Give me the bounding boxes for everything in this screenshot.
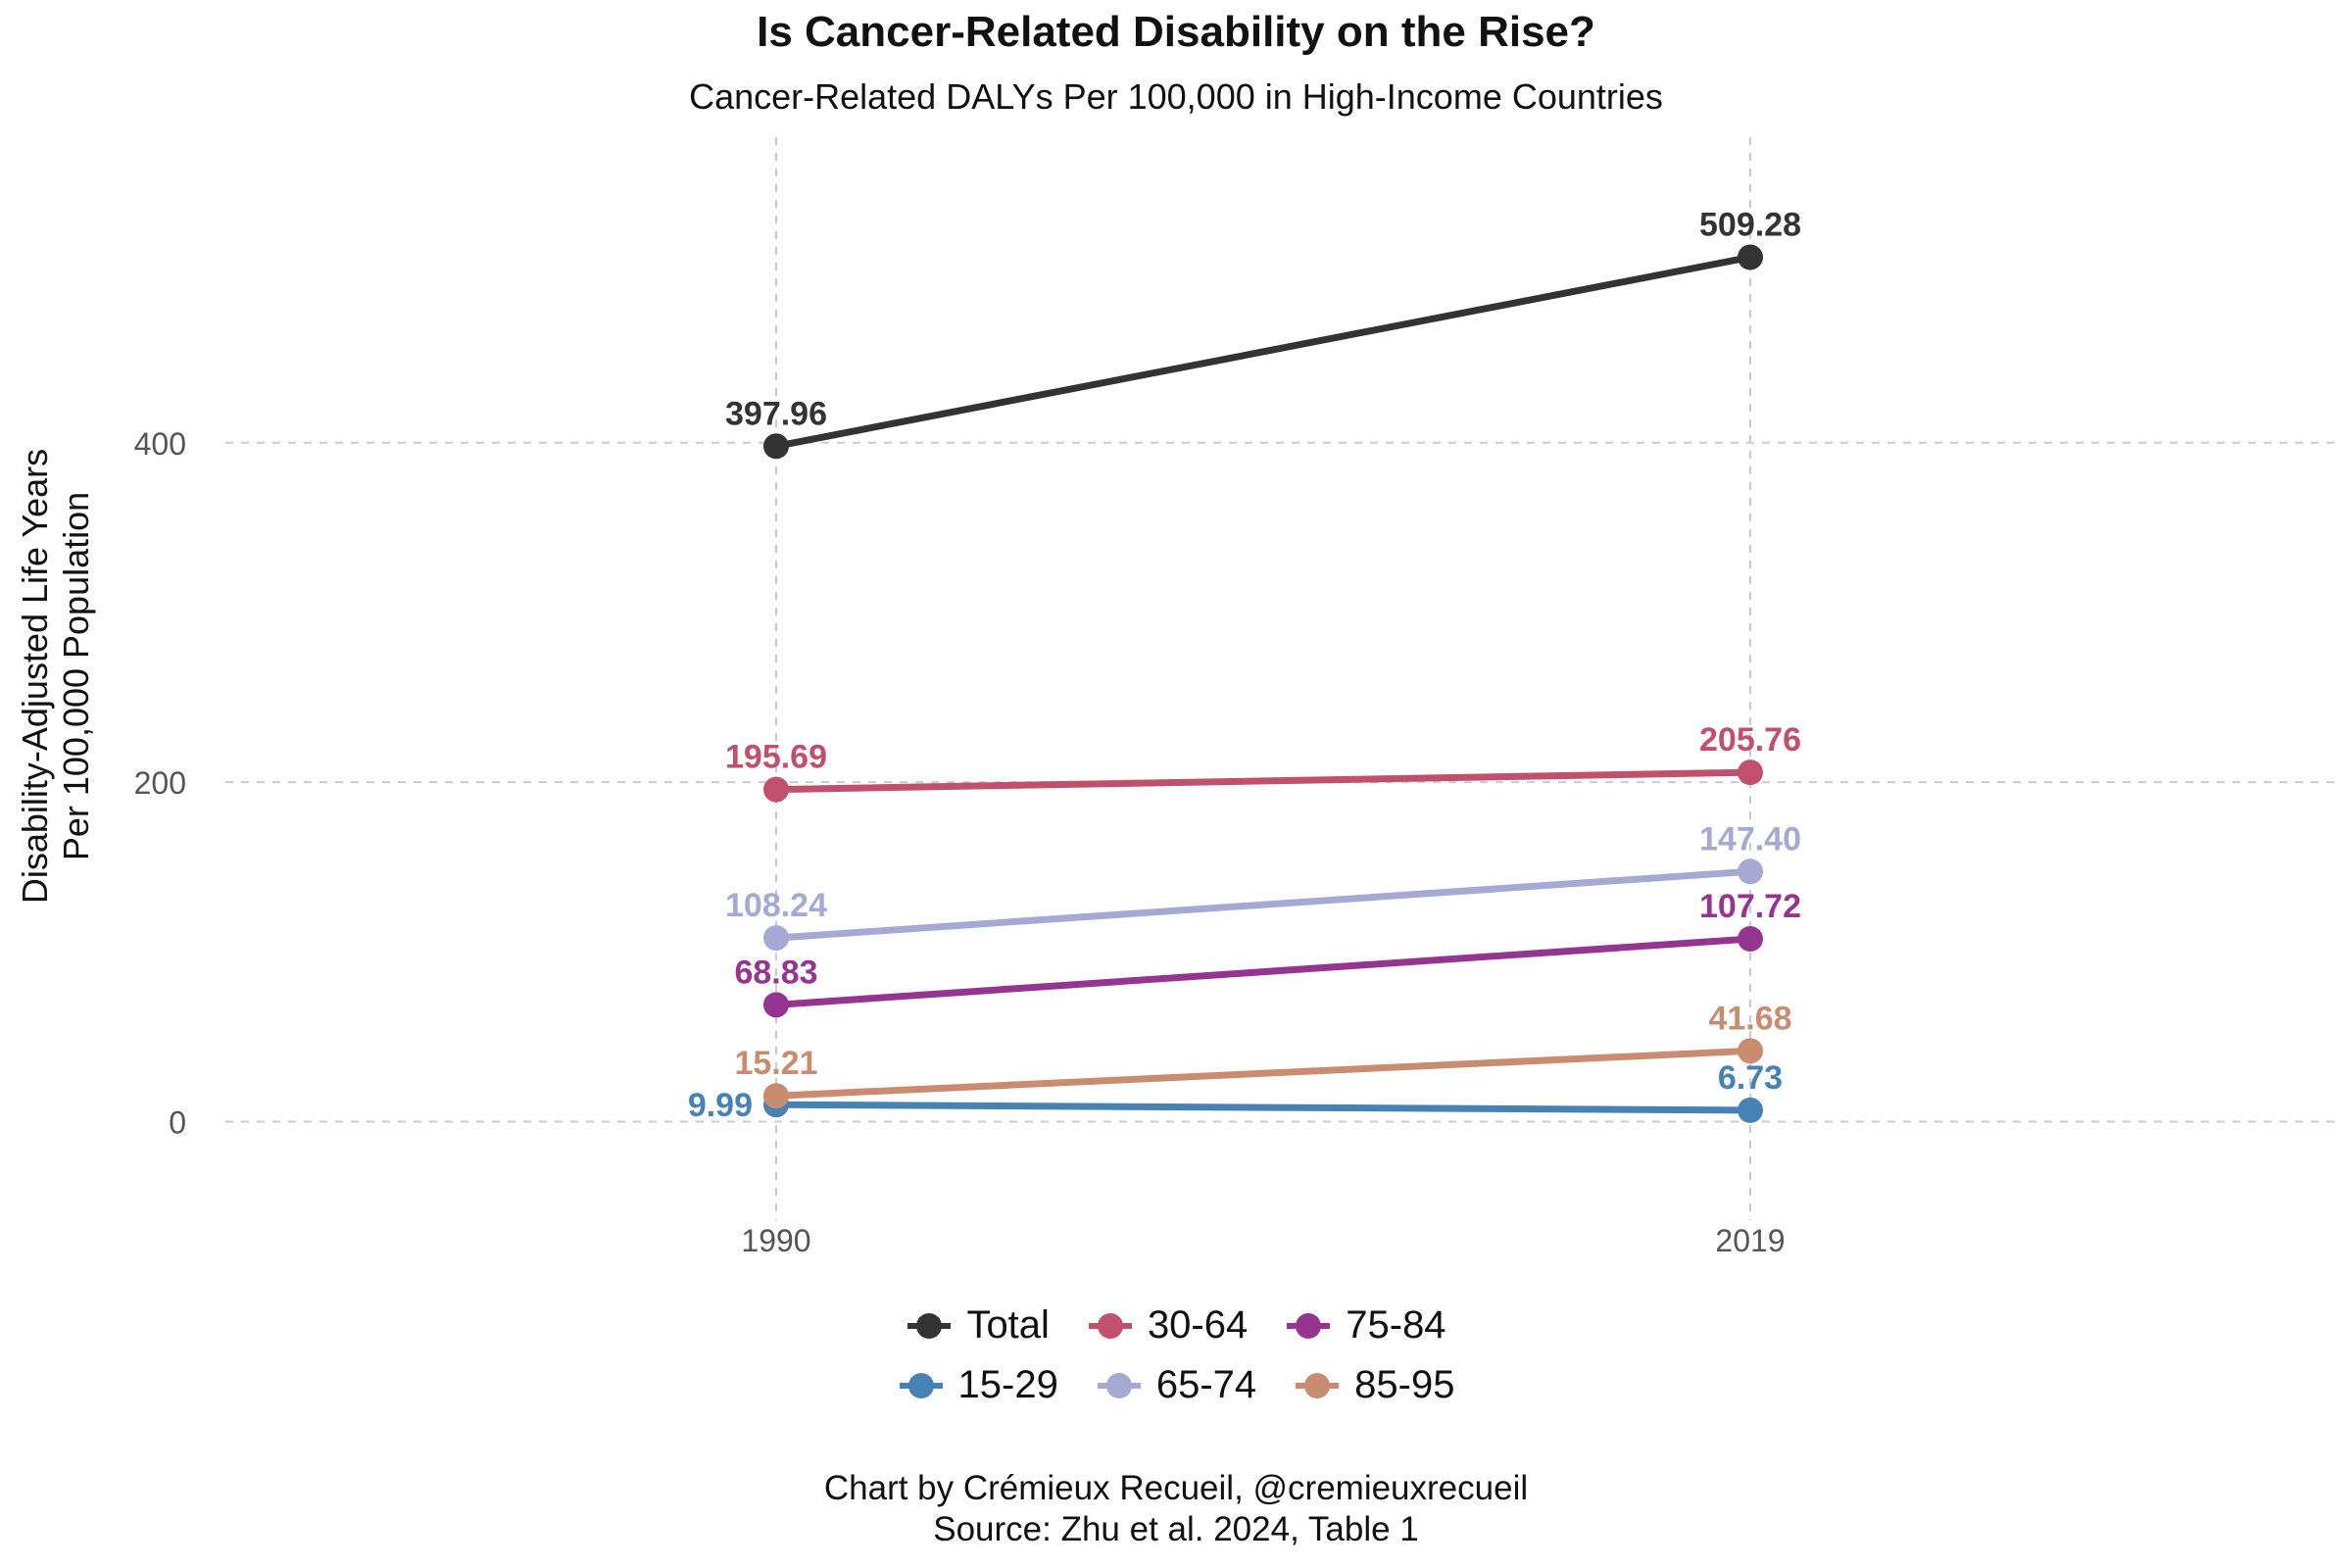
- chart-legend: Total 30-64 75-84 15-29 65-74 85-95: [0, 1303, 2352, 1407]
- chart-title: Is Cancer-Related Disability on the Rise…: [757, 8, 1595, 56]
- data-point: [1738, 760, 1763, 786]
- legend-label: 30-64: [1147, 1303, 1249, 1347]
- legend-key-icon: [1096, 1372, 1143, 1398]
- data-label: 68.83: [734, 954, 817, 991]
- legend-key-icon: [1294, 1372, 1341, 1398]
- y-axis-label: Disability-Adjusted Life YearsPer 100,00…: [15, 449, 96, 904]
- data-point: [1738, 858, 1763, 885]
- series-line: [772, 253, 1754, 450]
- data-point: [763, 776, 789, 803]
- legend-item: 85-95: [1294, 1363, 1454, 1407]
- data-point: [1738, 244, 1763, 270]
- legend-label: 85-95: [1354, 1363, 1455, 1406]
- y-tick-label: 200: [134, 765, 186, 801]
- series-line: [772, 768, 1754, 794]
- y-tick-label: 400: [134, 426, 186, 462]
- data-label: 509.28: [1699, 206, 1801, 243]
- line-chart: 0 200 400 1990 2019 Disability-Adjusted Life …: [15, 137, 2340, 1258]
- legend-key-icon: [898, 1372, 945, 1398]
- data-label: 205.76: [1699, 721, 1801, 759]
- data-label: 107.72: [1699, 888, 1801, 925]
- legend-item: Total: [906, 1303, 1050, 1348]
- caption-credit: Chart by Crémieux Recueil, @cremieuxrecu…: [823, 1469, 1529, 1507]
- legend-key-icon: [906, 1312, 953, 1339]
- series-line: [772, 935, 1754, 1008]
- legend-label: Total: [966, 1303, 1050, 1347]
- legend-key-icon: [1087, 1312, 1134, 1339]
- data-label: 147.40: [1699, 820, 1801, 858]
- chart-caption: Chart by Crémieux Recueil, @cremieuxrecu…: [0, 1468, 2352, 1550]
- series-line: [772, 1047, 1754, 1100]
- legend-item: 75-84: [1285, 1303, 1446, 1348]
- data-label: 15.21: [734, 1045, 817, 1082]
- x-tick-label: 2019: [1715, 1223, 1785, 1258]
- data-label: 397.96: [725, 395, 827, 432]
- data-point: [1738, 1038, 1763, 1064]
- data-label: 41.68: [1708, 1000, 1791, 1037]
- legend-item: 15-29: [898, 1363, 1058, 1407]
- data-point: [1738, 1097, 1763, 1123]
- legend-row: 15-29 65-74 85-95: [898, 1363, 1454, 1407]
- data-label: 6.73: [1718, 1059, 1783, 1097]
- data-label: 9.99: [688, 1087, 753, 1124]
- legend-label: 75-84: [1346, 1303, 1446, 1347]
- data-point: [763, 1083, 789, 1109]
- series-line: [772, 867, 1754, 942]
- x-tick-label: 1990: [741, 1223, 810, 1258]
- y-axis-label-line: Per 100,000 Population: [56, 492, 96, 860]
- chart-subtitle: Cancer-Related DALYs Per 100,000 in High…: [689, 76, 1663, 117]
- legend-row: Total 30-64 75-84: [906, 1303, 1446, 1348]
- caption-source: Source: Zhu et al. 2024, Table 1: [933, 1510, 1419, 1548]
- legend-label: 65-74: [1155, 1363, 1257, 1406]
- y-axis-label-line: Disability-Adjusted Life Years: [15, 449, 55, 904]
- y-tick-label: 0: [169, 1105, 186, 1141]
- data-point: [763, 925, 789, 952]
- legend-item: 65-74: [1096, 1363, 1256, 1407]
- legend-item: 30-64: [1087, 1303, 1248, 1348]
- series-line: [772, 1101, 1754, 1114]
- data-point: [1738, 925, 1763, 952]
- data-point: [763, 992, 789, 1018]
- legend-key-icon: [1285, 1312, 1332, 1339]
- data-label: 195.69: [725, 739, 827, 776]
- data-label: 108.24: [725, 887, 827, 924]
- data-point: [763, 433, 789, 460]
- legend-label: 15-29: [957, 1363, 1058, 1406]
